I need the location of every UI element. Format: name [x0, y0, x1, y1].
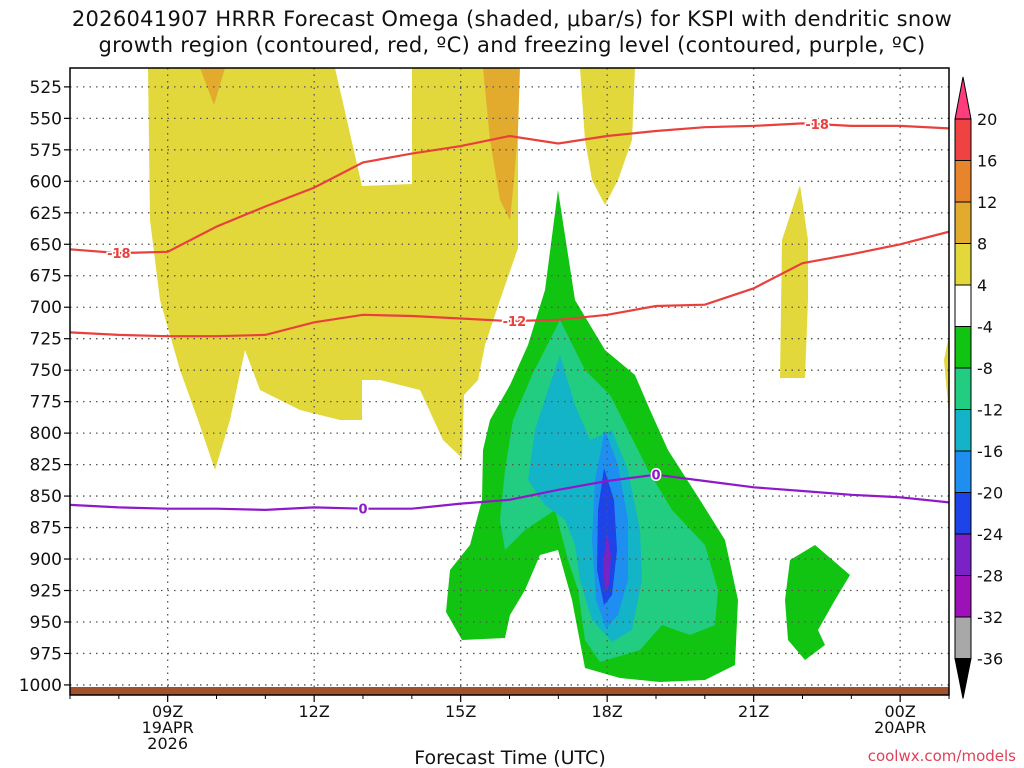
x-tick-date: 19APR: [142, 718, 194, 737]
plot-grid: [70, 68, 949, 695]
temperature-contours: -18 -18 -12 0 0: [70, 117, 949, 519]
colorbar-bottom-arrow: [954, 658, 972, 699]
contour-label-minus18: -18: [805, 118, 829, 133]
omega-colorbar: 20 16 12 8 4 -4 -8 -12 -16 -20 -24 -28 -32 -36: [954, 76, 1003, 699]
colorbar-label: -12: [977, 401, 1003, 420]
y-tick-label: 925: [30, 582, 62, 602]
contour-label-minus18: -18: [107, 247, 131, 262]
colorbar-swatch: [954, 118, 972, 161]
x-tick-label: 18Z: [592, 702, 623, 721]
omega-positive-strong-1: [200, 68, 225, 105]
colorbar-label: 12: [977, 193, 997, 212]
contour-line-minus18: [70, 122, 949, 255]
colorbar-swatch: [954, 533, 972, 576]
colorbar-swatch: [954, 160, 972, 203]
x-tick-date: 20APR: [874, 718, 926, 737]
y-tick-label: 625: [30, 204, 62, 224]
contour-label-minus12: -12: [503, 315, 527, 330]
y-tick-label: 575: [30, 141, 62, 161]
colorbar-top-arrow: [954, 76, 972, 120]
y-tick-label: 650: [30, 235, 62, 255]
y-tick-label: 750: [30, 361, 62, 381]
colorbar-label: 20: [977, 110, 997, 129]
chart-title-line-2: growth region (contoured, red, ºC) and f…: [98, 33, 926, 57]
colorbar-label: 8: [977, 235, 987, 254]
colorbar-swatch: [954, 450, 972, 493]
x-tick-label: 12Z: [299, 702, 330, 721]
colorbar-swatch: [954, 616, 972, 659]
omega-positive-strong-2: [483, 68, 520, 220]
y-tick-label: 675: [30, 267, 62, 287]
y-tick-label: 550: [30, 109, 62, 129]
contour-label-zero: 0: [651, 469, 660, 484]
colorbar-swatch: [954, 201, 972, 244]
colorbar-label: -36: [977, 650, 1003, 669]
omega-positive-region-edge: [944, 335, 949, 415]
colorbar-label: -20: [977, 484, 1003, 503]
y-tick-label: 725: [30, 330, 62, 350]
x-tick-label: 15Z: [445, 702, 476, 721]
y-tick-label: 800: [30, 424, 62, 444]
chart-title-line-1: 2026041907 HRRR Forecast Omega (shaded, …: [71, 7, 953, 31]
colorbar-label: -24: [977, 525, 1003, 544]
x-axis-label: Forecast Time (UTC): [414, 747, 605, 768]
colorbar-label: -8: [977, 359, 993, 378]
colorbar-label: 4: [977, 276, 987, 295]
y-tick-label: 975: [30, 644, 62, 664]
x-tick-label: 00Z: [885, 702, 916, 721]
x-tick-label: 21Z: [738, 702, 769, 721]
colorbar-swatch: [954, 575, 972, 618]
y-tick-label: 950: [30, 613, 62, 633]
omega-positive-region-upper-left: [148, 68, 518, 470]
y-tick-label: 825: [30, 456, 62, 476]
y-tick-label: 600: [30, 172, 62, 192]
colorbar-swatch: [954, 409, 972, 452]
colorbar-swatch: [954, 243, 972, 286]
y-tick-label: 1000: [19, 676, 62, 696]
contour-line-minus12: [70, 230, 949, 338]
omega-negative-region-right: [785, 545, 850, 660]
contour-label-zero: 0: [358, 503, 367, 518]
y-tick-label: 900: [30, 550, 62, 570]
colorbar-label: -16: [977, 442, 1003, 461]
y-tick-label: 525: [30, 78, 62, 98]
y-tick-label: 875: [30, 519, 62, 539]
y-tick-label: 775: [30, 393, 62, 413]
colorbar-swatch: [954, 367, 972, 410]
colorbar-swatch: [954, 326, 972, 369]
colorbar-label: -32: [977, 608, 1003, 627]
y-tick-label: 850: [30, 487, 62, 507]
colorbar-label: -28: [977, 567, 1003, 586]
x-tick-label: 09Z: [152, 702, 183, 721]
colorbar-label: -4: [977, 318, 993, 337]
colorbar-swatch: [954, 284, 972, 327]
contour-line-zero: [70, 473, 949, 512]
omega-shaded-field: [148, 68, 949, 682]
y-axis-pressure: 525 550 575 600 625 650 675 700 725 750 775 800 825 8…: [19, 78, 70, 696]
colorbar-swatch: [954, 492, 972, 535]
omega-positive-region-right: [780, 185, 808, 378]
colorbar-label: 16: [977, 152, 997, 171]
ground-surface-strip: [70, 687, 949, 695]
x-tick-year: 2026: [147, 734, 188, 753]
y-tick-label: 700: [30, 298, 62, 318]
credit-link[interactable]: coolwx.com/models: [868, 747, 1016, 765]
